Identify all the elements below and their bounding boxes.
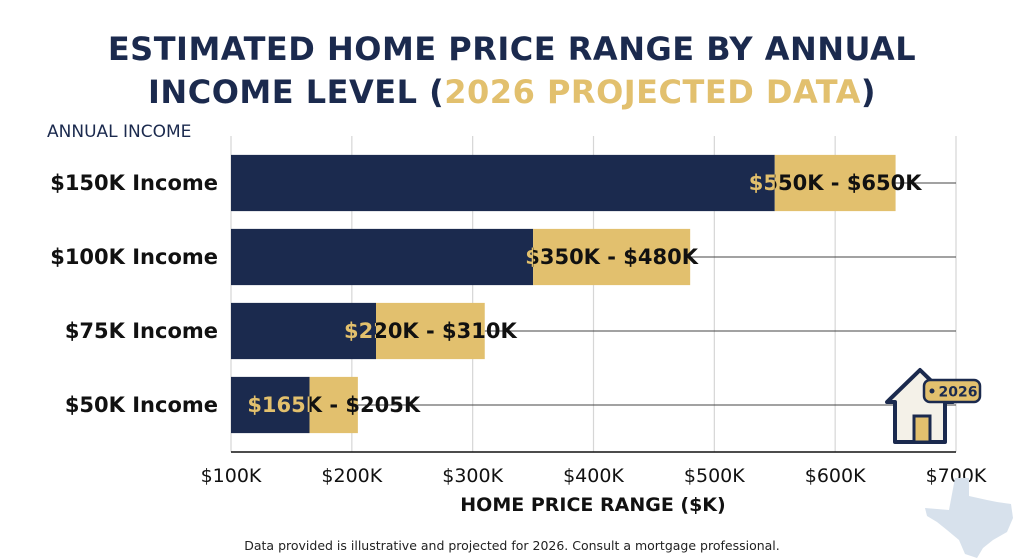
x-tick-label: $600K [805,465,866,487]
x-tick-labels: $100K $200K $300K $400K $500K $600K $700K [201,465,987,487]
x-axis-title: HOME PRICE RANGE ($K) [460,494,726,516]
range-label-highlight: $550K - $650K [749,171,923,195]
category-label: $75K Income [65,319,218,343]
title-line-2-suffix: ) [860,73,876,111]
category-label: $150K Income [50,171,218,195]
bar-base [231,228,534,286]
x-tick-label: $100K [201,465,262,487]
footnote: Data provided is illustrative and projec… [244,538,780,553]
bar-base [231,154,775,212]
badge-text: 2026 [939,385,978,401]
bar-base [231,302,376,360]
texas-map-icon [925,478,1013,558]
category-label: $50K Income [65,393,218,417]
leader-lines [357,182,956,406]
range-label-highlight: $165K - $205K [247,393,421,417]
range-label-highlight: $220K - $310K [344,319,518,343]
x-tick-label: $400K [563,465,624,487]
year-badge: 2026 [922,378,982,404]
x-tick-label: $700K [926,465,987,487]
bars [231,154,896,434]
title-line-2: INCOME LEVEL (2026 PROJECTED DATA) [0,71,1024,114]
bar-range [533,228,691,286]
range-label: $350K - $480K [525,245,699,269]
title-line-2-prefix: INCOME LEVEL ( [148,73,445,111]
x-tick-label: $500K [684,465,745,487]
range-label: $220K - $310K [344,319,518,343]
category-label: $100K Income [50,245,218,269]
house-icon [885,368,955,444]
range-label: $550K - $650K [749,171,923,195]
x-tick-label: $200K [321,465,382,487]
category-labels: $150K Income $100K Income $75K Income $50K … [50,171,218,417]
chart-title: ESTIMATED HOME PRICE RANGE BY ANNUAL INC… [0,28,1024,114]
y-axis-title: ANNUAL INCOME [47,122,192,142]
bar-range [774,154,896,212]
range-label: $165K - $205K [247,393,421,417]
range-label-highlight: $350K - $480K [525,245,699,269]
range-labels: $550K - $650K $350K - $480K $220K - $310K $… [247,171,922,417]
title-highlight: 2026 PROJECTED DATA [444,73,861,111]
x-tick-label: $300K [442,465,503,487]
bar-range [376,302,485,360]
bar-range [309,376,358,434]
bar-base [231,376,310,434]
title-line-1: ESTIMATED HOME PRICE RANGE BY ANNUAL [107,30,917,68]
